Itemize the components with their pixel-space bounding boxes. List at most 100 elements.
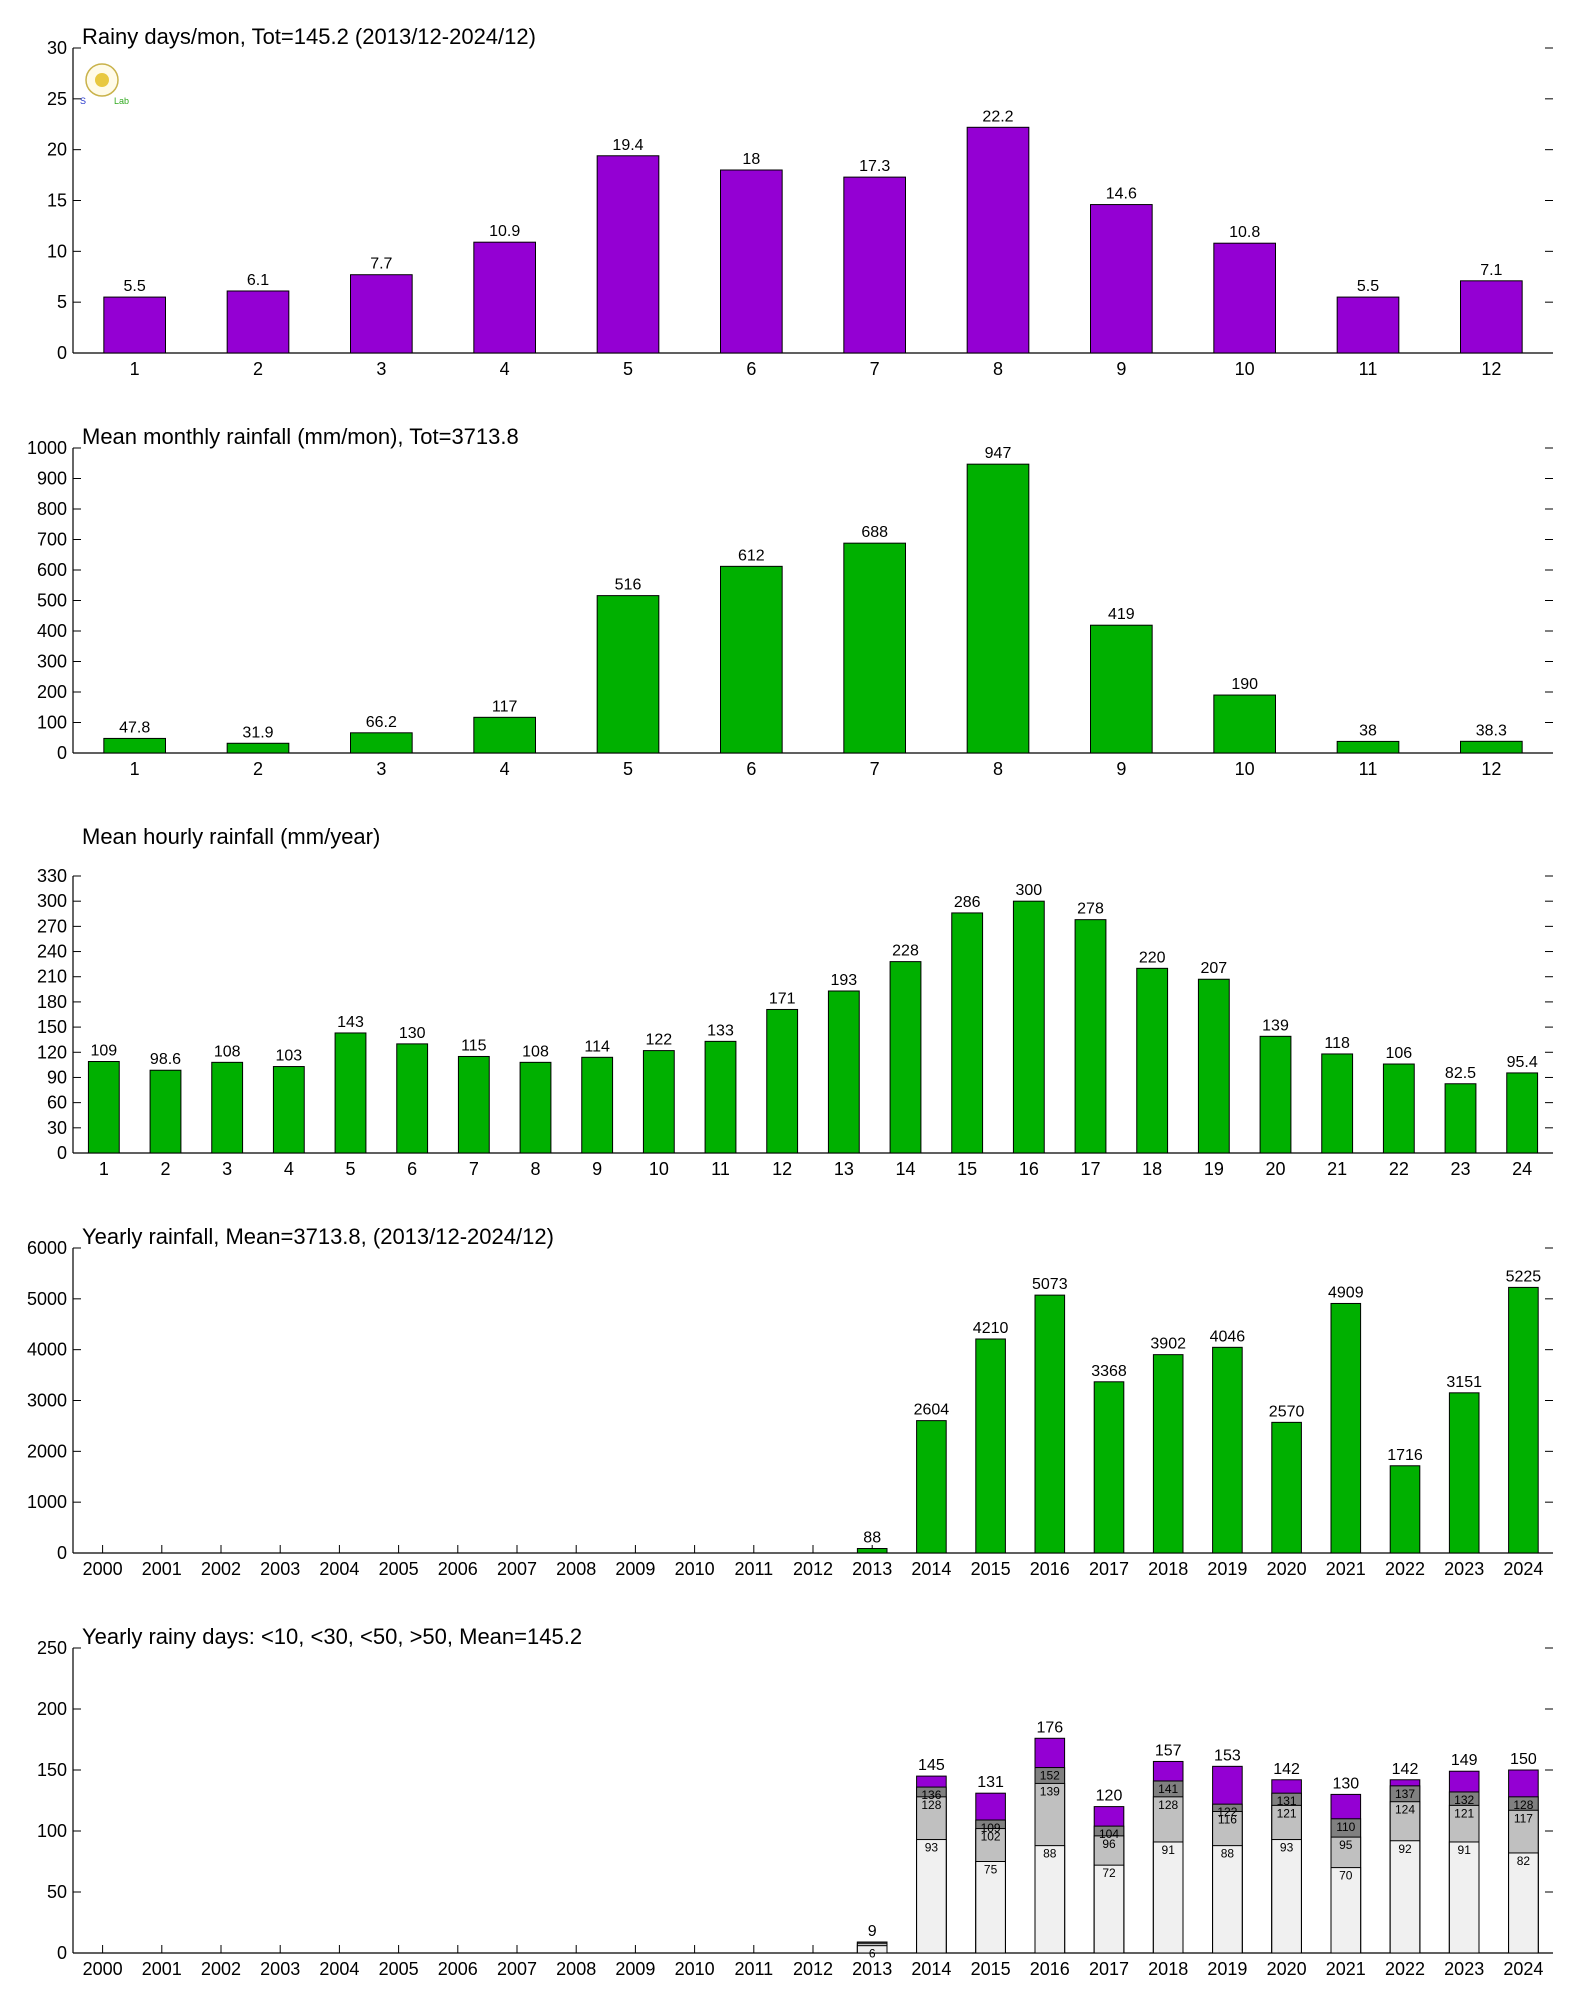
bar-segment-label: 96 (1102, 1837, 1116, 1851)
bar (1090, 624, 1153, 754)
bar-value-label: 130 (399, 1025, 426, 1042)
bar-segment-lt10 (1448, 1841, 1480, 1954)
bar-total-label: 142 (1273, 1761, 1300, 1778)
bar-segment-lt10 (1389, 1840, 1421, 1954)
bar (103, 296, 167, 354)
y-tick-label: 3000 (27, 1391, 67, 1411)
y-tick-label: 150 (37, 1017, 67, 1037)
bar (1336, 740, 1400, 754)
x-tick-label: 5 (623, 359, 633, 379)
bar-value-label: 516 (615, 577, 642, 594)
x-tick-label: 2004 (319, 1959, 359, 1979)
bar-value-label: 14.6 (1106, 186, 1137, 203)
bar (889, 961, 922, 1154)
chart-title-yearly-rainy-days: Yearly rainy days: <10, <30, <50, >50, M… (82, 1624, 582, 1649)
bar-segment-lt10 (1212, 1845, 1243, 1954)
x-tick-label: 2 (253, 359, 263, 379)
bar-value-label: 3902 (1150, 1336, 1186, 1353)
x-tick-label: 16 (1019, 1159, 1039, 1179)
bar-value-label: 612 (738, 547, 765, 564)
bar-segment-label: 93 (925, 1841, 939, 1855)
bar (1213, 694, 1277, 754)
y-tick-label: 300 (37, 652, 67, 672)
bar-segment-label: 92 (1398, 1842, 1412, 1856)
y-tick-label: 400 (37, 621, 67, 641)
y-tick-label: 0 (57, 743, 67, 763)
bar (272, 1066, 305, 1154)
bar (1508, 1286, 1539, 1554)
bar (396, 1043, 429, 1154)
x-tick-label: 2011 (734, 1959, 773, 1979)
plot-yearly-rainy-days: 0 50 100 150 200 250 2000 2001 2002 2003 2004 2005 2… (37, 1638, 1553, 1979)
bar (1152, 1354, 1184, 1554)
bar-value-label: 300 (1015, 882, 1042, 899)
bar-segment-label: 132 (1454, 1793, 1474, 1807)
bar-value-label: 688 (861, 524, 888, 541)
x-tick-label: 6 (746, 759, 756, 779)
bar (103, 737, 167, 754)
x-tick-label: 2012 (793, 1559, 833, 1579)
x-tick-label: 2006 (438, 1559, 478, 1579)
y-tick-label: 700 (37, 530, 67, 550)
bar-segment-label: 95 (1339, 1838, 1353, 1852)
x-tick-label: 8 (530, 1159, 540, 1179)
bar-value-label: 5.5 (124, 278, 146, 295)
weather-lab-logo: S Lab (80, 63, 129, 106)
y-tick-label: 50 (47, 1882, 67, 1902)
x-tick-label: 14 (895, 1159, 915, 1179)
x-tick-label: 2007 (497, 1559, 537, 1579)
panel-mean-hourly-rainfall: Mean hourly rainfall (mm/year) 030609012… (37, 824, 1553, 1179)
bar (1136, 967, 1169, 1154)
y-tick-label: 600 (37, 560, 67, 580)
y-tick-label: 5000 (27, 1289, 67, 1309)
bar-total-label: 176 (1036, 1719, 1063, 1736)
x-tick-label: 12 (1481, 359, 1501, 379)
bar-value-label: 4046 (1210, 1328, 1246, 1345)
x-tick-label: 2024 (1503, 1959, 1543, 1979)
y-tick-label: 2000 (27, 1441, 67, 1461)
bar-total-label: 142 (1392, 1761, 1419, 1778)
bar-total-label: 120 (1096, 1788, 1123, 1805)
x-tick-label: 2018 (1148, 1959, 1188, 1979)
x-tick-label: 2010 (675, 1559, 715, 1579)
x-tick-label: 2020 (1267, 1559, 1307, 1579)
x-tick-label: 3 (376, 759, 386, 779)
y-tick-label: 6000 (27, 1238, 67, 1258)
chart-title-rainy-days: Rainy days/mon, Tot=145.2 (2013/12-2024/… (82, 24, 536, 49)
y-tick-label: 10 (47, 241, 67, 261)
y-tick-label: 60 (47, 1093, 67, 1113)
bar-value-label: 95.4 (1507, 1054, 1538, 1071)
x-tick-label: 4 (284, 1159, 294, 1179)
bar (827, 990, 860, 1154)
bar-value-label: 419 (1108, 606, 1135, 623)
bar-value-label: 947 (985, 445, 1012, 462)
bar-value-label: 207 (1200, 960, 1227, 977)
bar (916, 1420, 947, 1554)
bar-segment-label: 124 (1395, 1803, 1415, 1817)
x-tick-label: 8 (993, 759, 1003, 779)
bar-value-label: 18 (742, 151, 760, 168)
bar-segment-lt10 (1271, 1839, 1302, 1954)
bar (1321, 1053, 1354, 1154)
bar (1259, 1035, 1292, 1154)
bar-total-label: 131 (977, 1774, 1004, 1791)
bar-total-label: 149 (1451, 1752, 1478, 1769)
svg-text:S: S (80, 96, 86, 106)
bar (720, 565, 783, 754)
y-tick-label: 0 (57, 1143, 67, 1163)
x-tick-label: 2006 (438, 1959, 478, 1979)
bar-segment-label: 70 (1339, 1869, 1353, 1883)
bar-value-label: 190 (1231, 676, 1258, 693)
bar (975, 1338, 1006, 1554)
x-tick-label: 2003 (260, 1559, 300, 1579)
bar (966, 126, 1030, 354)
bar (1506, 1072, 1539, 1154)
y-tick-label: 200 (37, 682, 67, 702)
y-tick-label: 210 (37, 967, 67, 987)
x-tick-label: 2017 (1089, 1559, 1129, 1579)
bar-value-label: 133 (707, 1022, 734, 1039)
bar-value-label: 19.4 (612, 137, 643, 154)
bar-value-label: 38.3 (1476, 722, 1507, 739)
y-tick-label: 900 (37, 469, 67, 489)
